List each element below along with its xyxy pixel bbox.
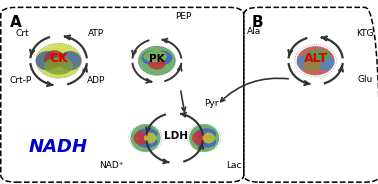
Text: Crt-P: Crt-P: [10, 77, 32, 85]
Text: KTG: KTG: [356, 29, 373, 38]
Text: NAD⁺: NAD⁺: [99, 161, 124, 170]
Ellipse shape: [195, 128, 216, 139]
Ellipse shape: [203, 132, 215, 144]
Text: ADP: ADP: [87, 77, 105, 85]
Ellipse shape: [144, 132, 156, 144]
Ellipse shape: [44, 57, 73, 75]
Ellipse shape: [141, 50, 162, 65]
Ellipse shape: [44, 50, 65, 68]
Ellipse shape: [152, 50, 172, 65]
Ellipse shape: [148, 58, 166, 70]
Text: Pyr: Pyr: [204, 99, 218, 107]
Ellipse shape: [36, 51, 59, 70]
Ellipse shape: [195, 137, 216, 148]
Text: Ala: Ala: [247, 27, 262, 36]
Text: A: A: [9, 15, 21, 30]
Text: NADH: NADH: [29, 138, 88, 156]
Text: Glu: Glu: [357, 75, 372, 84]
Ellipse shape: [312, 54, 335, 70]
Text: ATP: ATP: [88, 29, 104, 38]
Ellipse shape: [192, 131, 207, 145]
Ellipse shape: [130, 124, 161, 152]
Ellipse shape: [136, 137, 158, 148]
Ellipse shape: [133, 131, 149, 145]
Text: B: B: [251, 15, 263, 30]
Text: Crt: Crt: [16, 29, 29, 38]
Ellipse shape: [59, 51, 82, 70]
Ellipse shape: [36, 43, 82, 78]
Text: CK: CK: [49, 52, 68, 65]
Text: PK: PK: [149, 54, 165, 64]
Ellipse shape: [302, 59, 321, 72]
Ellipse shape: [143, 50, 167, 62]
Text: ALT: ALT: [304, 52, 328, 65]
Text: Lac: Lac: [226, 161, 242, 170]
Ellipse shape: [138, 46, 175, 75]
Ellipse shape: [189, 124, 219, 152]
Text: LDH: LDH: [164, 131, 188, 141]
Ellipse shape: [304, 49, 331, 62]
Text: PEP: PEP: [175, 12, 192, 21]
Ellipse shape: [297, 54, 319, 70]
Ellipse shape: [297, 46, 335, 75]
Ellipse shape: [136, 128, 158, 139]
